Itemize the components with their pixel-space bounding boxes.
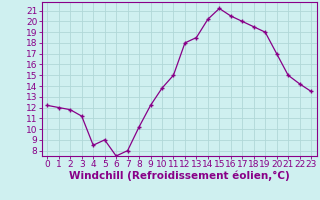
X-axis label: Windchill (Refroidissement éolien,°C): Windchill (Refroidissement éolien,°C) [69, 171, 290, 181]
